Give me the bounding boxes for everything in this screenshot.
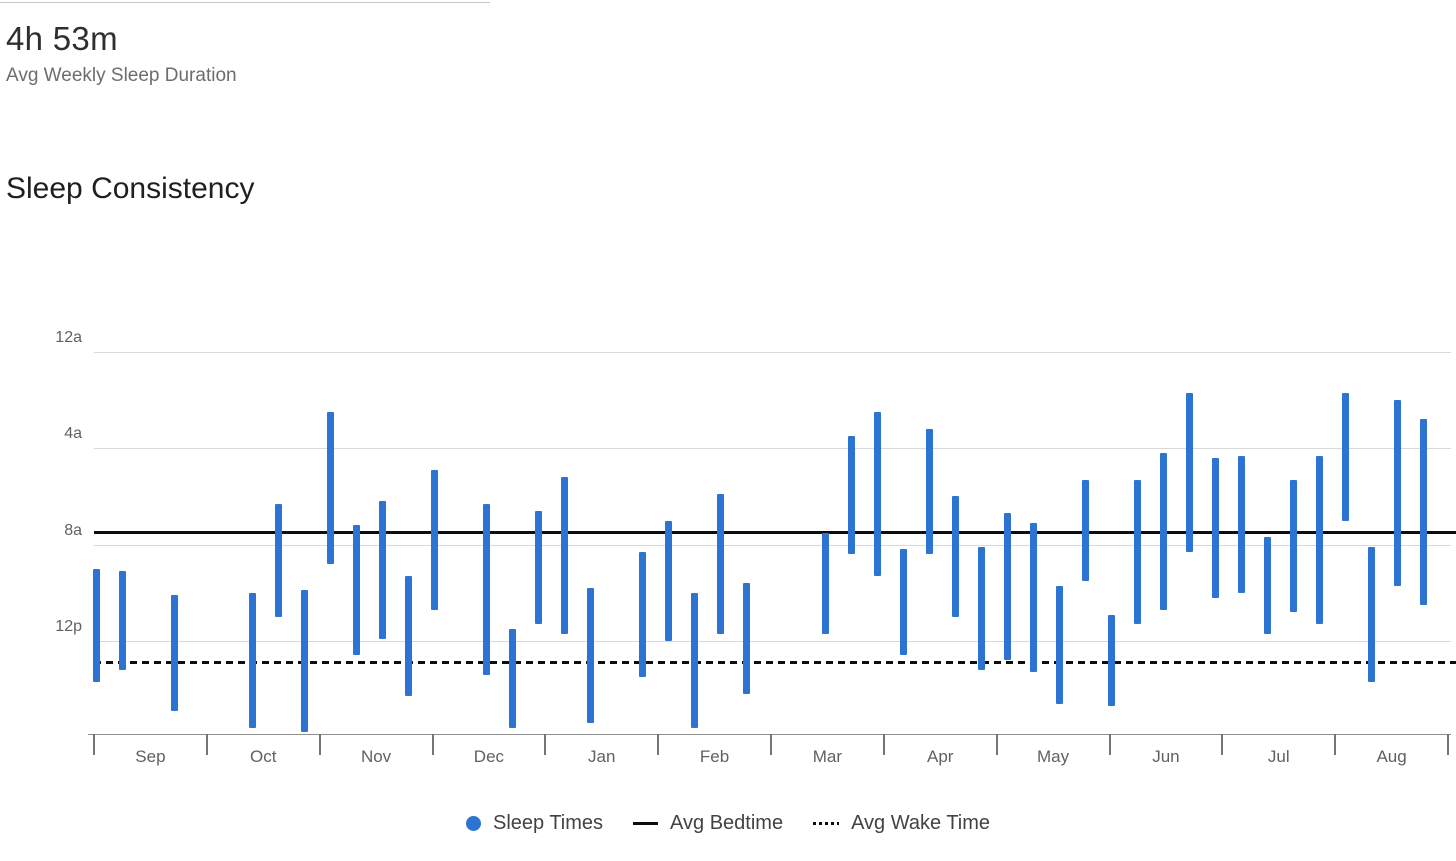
sleep-bar[interactable]: [1290, 479, 1298, 613]
y-gridline: [94, 448, 1451, 450]
y-gridline: [94, 544, 1451, 546]
x-month-label: Jun: [1152, 747, 1180, 766]
sleep-bar[interactable]: [1055, 585, 1063, 704]
avg-bedtime-line-icon: [633, 822, 659, 825]
x-month-label: Jul: [1267, 747, 1290, 766]
legend-label: Avg Bedtime: [670, 812, 784, 834]
sleep-bar[interactable]: [92, 568, 100, 682]
sleep-bar[interactable]: [1316, 455, 1324, 625]
x-axis-line: [88, 734, 1451, 735]
sleep-bar[interactable]: [118, 571, 126, 670]
x-axis-tick: [544, 734, 547, 755]
sleep-bar[interactable]: [378, 501, 386, 639]
sleep-bar[interactable]: [847, 436, 855, 555]
x-month-label: Aug: [1376, 747, 1407, 766]
x-axis-tick: [770, 734, 772, 755]
stat-label: Avg Weekly Sleep Duration: [6, 65, 237, 86]
x-month-label: Oct: [250, 747, 277, 766]
sleep-bar[interactable]: [1238, 455, 1246, 593]
y-tick-label: 4a: [64, 425, 82, 443]
sleep-bar[interactable]: [248, 592, 256, 728]
x-month-label: Feb: [699, 747, 730, 766]
x-month-label: Nov: [360, 747, 392, 766]
sleep-bar[interactable]: [561, 477, 569, 634]
avg-wake-time-dotted-icon: [813, 822, 840, 825]
sleep-bar[interactable]: [717, 494, 725, 634]
section-divider: [0, 2, 490, 3]
sleep-bar[interactable]: [899, 549, 907, 656]
stat-value: 4h 53m: [6, 20, 118, 57]
y-tick-label: 8a: [64, 521, 82, 539]
y-tick-label: 12a: [55, 329, 82, 346]
sleep-bar[interactable]: [1108, 614, 1116, 706]
sleep-bar[interactable]: [404, 575, 412, 697]
sleep-bar[interactable]: [1368, 547, 1376, 682]
x-axis-tick: [1447, 734, 1449, 755]
legend-item-avg-bedtime[interactable]: Avg Bedtime: [633, 812, 783, 835]
legend-label: Avg Wake Time: [851, 812, 991, 834]
sleep-bar[interactable]: [1264, 537, 1272, 634]
x-month-label: Dec: [473, 747, 505, 766]
sleep-bar[interactable]: [300, 590, 308, 733]
sleep-bar[interactable]: [535, 510, 543, 625]
x-axis-tick: [318, 734, 321, 755]
x-month-label: Apr: [927, 747, 954, 766]
x-month-label: Jan: [588, 747, 616, 766]
sleep-bar[interactable]: [1003, 513, 1011, 661]
sleep-bar[interactable]: [665, 520, 673, 641]
sleep-bar[interactable]: [1081, 479, 1089, 581]
chart-title: Sleep Consistency: [6, 172, 255, 205]
x-axis-tick: [1221, 734, 1224, 755]
chart-legend: Sleep Times Avg Bedtime Avg Wake Time: [0, 812, 1456, 835]
y-gridline: [94, 640, 1451, 642]
sleep-bar[interactable]: [873, 412, 881, 576]
sleep-bar[interactable]: [977, 547, 985, 670]
sleep-bar[interactable]: [691, 592, 699, 728]
x-axis-tick: [93, 734, 95, 755]
sleep-bar[interactable]: [639, 551, 647, 678]
legend-label: Sleep Times: [492, 812, 604, 834]
sleep-bar[interactable]: [925, 429, 933, 555]
x-axis-tick: [205, 734, 208, 755]
avg-wake-time-line: [94, 661, 1456, 665]
sleep-bar[interactable]: [170, 595, 178, 711]
sleep-bar[interactable]: [274, 503, 282, 617]
sleep-bar[interactable]: [1029, 522, 1037, 673]
x-month-label: May: [1037, 747, 1070, 766]
x-month-label: Mar: [812, 747, 843, 766]
y-tick-label: 12p: [55, 617, 82, 635]
sleep-times-circle-icon: [465, 816, 481, 831]
avg-bedtime-line: [94, 531, 1456, 535]
sleep-bar[interactable]: [1342, 392, 1350, 521]
x-axis-tick: [882, 734, 885, 755]
x-axis-tick: [1108, 734, 1111, 755]
legend-item-sleep-times[interactable]: Sleep Times: [465, 812, 604, 835]
sleep-bar[interactable]: [326, 412, 334, 564]
sleep-bar[interactable]: [431, 470, 439, 610]
sleep-bar[interactable]: [951, 496, 959, 617]
sleep-bar[interactable]: [1394, 400, 1402, 586]
sleep-bar[interactable]: [821, 532, 829, 634]
x-axis-tick: [995, 734, 998, 755]
sleep-bar[interactable]: [1134, 479, 1142, 625]
sleep-bar[interactable]: [483, 503, 491, 675]
sleep-bar[interactable]: [1160, 453, 1168, 610]
x-axis-tick: [431, 734, 434, 755]
sleep-bar[interactable]: [509, 628, 517, 728]
y-gridline: [94, 352, 1451, 353]
sleep-bar[interactable]: [1420, 419, 1428, 605]
sleep-bar[interactable]: [743, 583, 751, 694]
x-axis-tick: [1334, 734, 1337, 755]
sleep-bar[interactable]: [1186, 392, 1194, 552]
x-axis-tick: [657, 734, 660, 755]
x-month-label: Sep: [135, 747, 166, 766]
sleep-bar[interactable]: [1212, 457, 1220, 598]
sleep-bar[interactable]: [587, 588, 595, 723]
legend-item-avg-wake-time[interactable]: Avg Wake Time: [813, 812, 990, 835]
sleep-bar[interactable]: [352, 525, 360, 656]
